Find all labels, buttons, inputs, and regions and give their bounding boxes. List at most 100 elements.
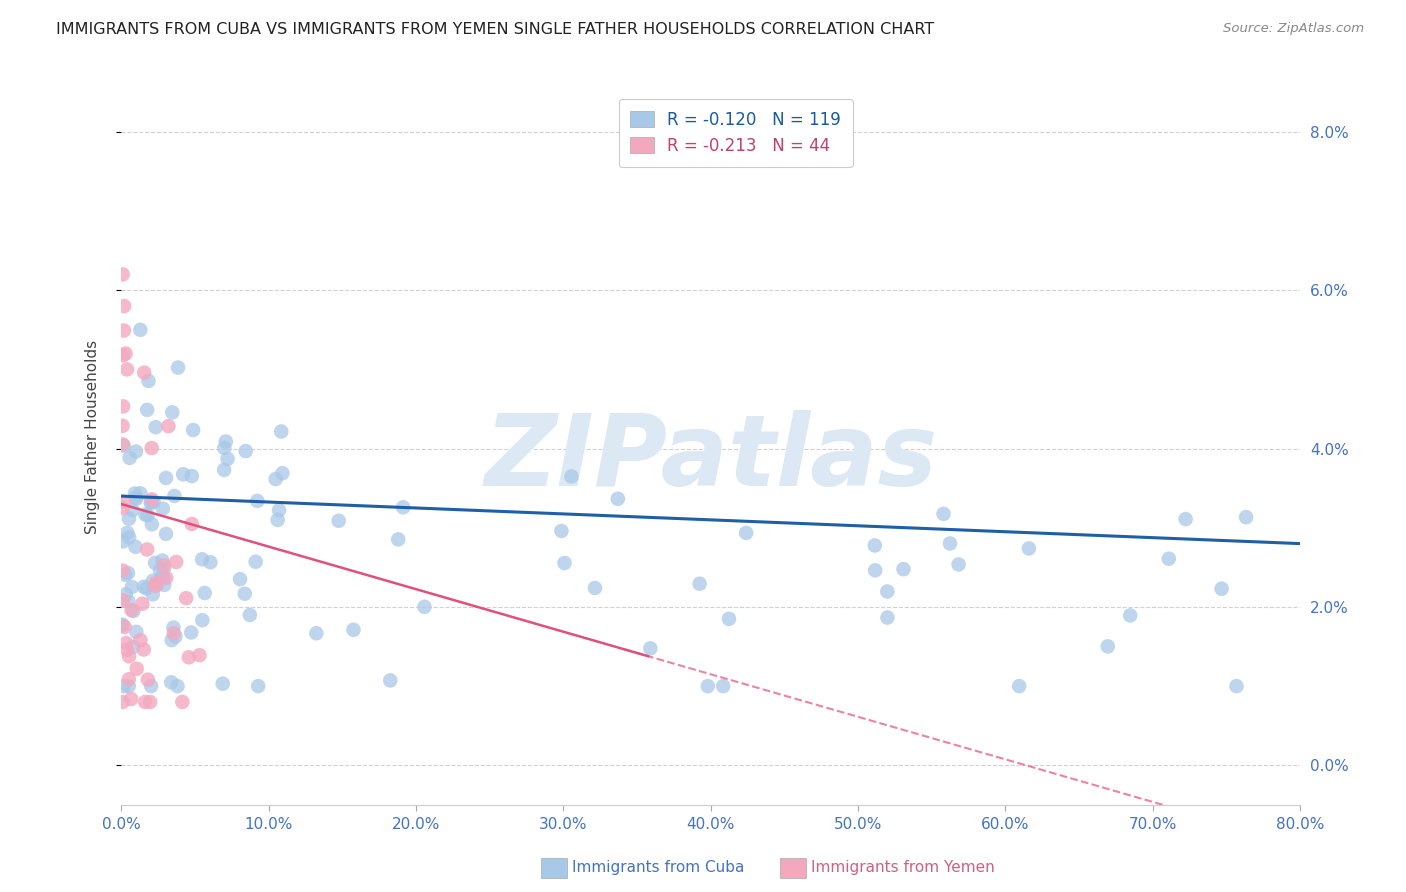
Point	[1174, 512, 1197, 526]
Point	[143, 579, 166, 593]
Point	[134, 366, 156, 380]
Point	[696, 679, 718, 693]
Point	[1008, 679, 1031, 693]
Point	[157, 419, 180, 434]
Point	[264, 472, 287, 486]
Point	[863, 539, 886, 553]
Point	[125, 444, 148, 458]
Point	[689, 576, 711, 591]
Point	[118, 512, 141, 526]
Point	[270, 425, 292, 439]
Point	[245, 555, 267, 569]
Point	[583, 581, 606, 595]
Point	[135, 582, 157, 596]
Point	[134, 695, 156, 709]
Point	[233, 587, 256, 601]
Point	[328, 514, 350, 528]
Point	[172, 467, 194, 482]
Point	[246, 494, 269, 508]
Point	[111, 617, 134, 632]
Point	[114, 346, 136, 360]
Point	[550, 524, 572, 538]
Point	[149, 563, 172, 577]
Point	[112, 400, 135, 414]
Point	[129, 323, 152, 337]
Point	[139, 695, 162, 709]
Point	[121, 580, 143, 594]
Point	[141, 492, 163, 507]
Point	[876, 610, 898, 624]
Point	[118, 530, 141, 544]
Point	[117, 594, 139, 608]
Point	[111, 564, 134, 578]
Point	[118, 649, 141, 664]
Point	[948, 558, 970, 572]
Point	[142, 495, 165, 509]
Point	[165, 555, 187, 569]
Point	[125, 662, 148, 676]
Point	[342, 623, 364, 637]
Point	[711, 679, 734, 693]
Point	[160, 675, 183, 690]
Point	[191, 613, 214, 627]
Point	[188, 648, 211, 663]
Point	[141, 679, 163, 693]
Point	[143, 556, 166, 570]
Legend: R = -0.120   N = 119, R = -0.213   N = 44: R = -0.120 N = 119, R = -0.213 N = 44	[619, 99, 852, 167]
Point	[155, 527, 177, 541]
Point	[122, 640, 145, 654]
Point	[153, 558, 176, 573]
Point	[606, 491, 628, 506]
Point	[153, 578, 176, 592]
Point	[112, 299, 135, 313]
Point	[125, 491, 148, 506]
Point	[215, 434, 238, 449]
Point	[136, 542, 159, 557]
Point	[271, 467, 294, 481]
Point	[876, 584, 898, 599]
Point	[122, 604, 145, 618]
Point	[111, 348, 134, 362]
Point	[152, 553, 174, 567]
Point	[553, 556, 575, 570]
Point	[132, 580, 155, 594]
Point	[153, 561, 176, 575]
Point	[247, 679, 270, 693]
Point	[1234, 510, 1257, 524]
Point	[160, 633, 183, 648]
Point	[200, 555, 222, 569]
Text: IMMIGRANTS FROM CUBA VS IMMIGRANTS FROM YEMEN SINGLE FATHER HOUSEHOLDS CORRELATI: IMMIGRANTS FROM CUBA VS IMMIGRANTS FROM …	[56, 22, 935, 37]
Point	[138, 374, 160, 388]
Point	[142, 574, 165, 588]
Point	[120, 692, 142, 706]
Point	[1211, 582, 1233, 596]
Point	[114, 567, 136, 582]
Point	[132, 642, 155, 657]
Point	[129, 633, 152, 648]
Point	[111, 437, 134, 451]
Point	[111, 268, 134, 282]
Point	[380, 673, 402, 688]
Point	[146, 578, 169, 592]
Point	[124, 486, 146, 500]
Point	[112, 324, 135, 338]
Point	[174, 591, 197, 606]
Point	[214, 441, 236, 455]
Point	[115, 636, 138, 650]
Point	[162, 620, 184, 634]
Point	[134, 508, 156, 522]
Point	[141, 517, 163, 532]
Text: Immigrants from Cuba: Immigrants from Cuba	[572, 861, 745, 875]
Point	[129, 486, 152, 500]
Point	[112, 593, 135, 607]
Point	[180, 625, 202, 640]
Point	[125, 624, 148, 639]
Point	[111, 618, 134, 632]
Point	[165, 630, 187, 644]
Point	[167, 360, 190, 375]
Point	[305, 626, 328, 640]
Point	[194, 586, 217, 600]
Point	[117, 525, 139, 540]
Point	[163, 626, 186, 640]
Point	[235, 444, 257, 458]
